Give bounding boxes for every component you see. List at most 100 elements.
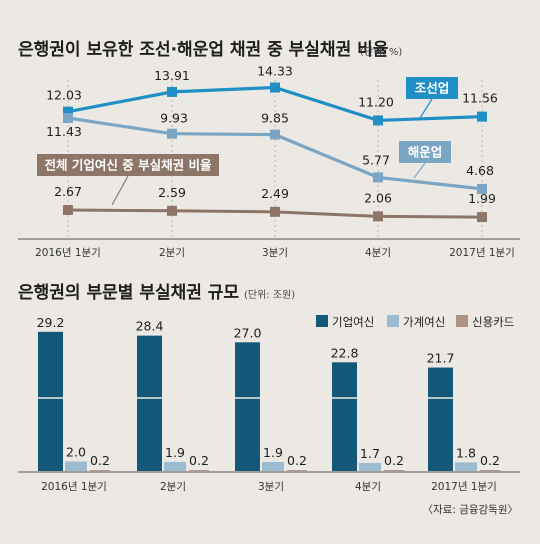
bar (455, 462, 477, 471)
data-point (270, 206, 280, 217)
data-label: 2.06 (364, 190, 392, 205)
data-point (167, 128, 177, 139)
bar (38, 331, 63, 471)
line-chart: 은행권이 보유한 조선·해운업 채권 중 부실채권 비율 (단위: %) 12.… (18, 40, 520, 259)
x-tick-label: 2분기 (159, 247, 185, 259)
bar-chart: 은행권의 부문별 부실채권 규모 (단위: 조원) 기업여신 가계여신 신용카드 2… (18, 283, 520, 493)
x-tick-label: 2분기 (160, 481, 186, 493)
bar-value-label: 29.2 (37, 315, 65, 330)
data-point (477, 212, 487, 223)
bar (65, 461, 87, 471)
series-name: 전체 기업여신 중 부실채권 비율 (45, 158, 212, 173)
legend-swatch (316, 315, 328, 327)
bar-value-label: 1.9 (263, 445, 283, 460)
data-point (477, 111, 487, 122)
data-label: 13.91 (154, 68, 190, 83)
line-chart-x-ticks: 2016년 1분기 2분기 3분기 4분기 2017년 1분기 (35, 247, 515, 259)
bar-group: 28.4 1.9 0.2 (136, 319, 209, 471)
series-name-badge (406, 77, 458, 99)
bar-value-label: 0.2 (287, 453, 307, 468)
x-tick-label: 4분기 (365, 247, 391, 259)
callout-leader (413, 162, 426, 179)
bar-value-label: 0.2 (90, 453, 110, 468)
bar (480, 470, 500, 471)
x-tick-label: 3분기 (262, 247, 288, 259)
legend-swatch (456, 315, 468, 327)
bar-group: 21.7 1.8 0.2 (427, 351, 500, 471)
data-label: 9.93 (160, 111, 188, 126)
data-point (63, 106, 73, 117)
bar-value-label: 1.7 (360, 446, 380, 461)
x-tick-label: 2017년 1분기 (431, 481, 497, 493)
data-label: 2.59 (158, 185, 186, 200)
bar (90, 470, 110, 471)
data-label: 4.68 (466, 163, 494, 178)
bar-value-label: 21.7 (427, 351, 455, 366)
data-point (373, 115, 383, 126)
bar (164, 461, 186, 471)
data-point (167, 86, 177, 97)
bar-group: 29.2 2.0 0.2 (37, 315, 110, 471)
bar-value-label: 27.0 (234, 325, 262, 340)
data-label: 11.20 (358, 94, 394, 109)
data-point (167, 205, 177, 216)
data-label: 1.99 (468, 191, 496, 206)
callout-leader (111, 175, 129, 206)
legend-label: 가계여신 (403, 315, 445, 329)
bar-chart-bars: 29.2 2.0 0.2 28.4 1.9 0.2 27.0 1.9 0.2 22.8 1.7 0.2… (37, 315, 500, 471)
data-label: 2.67 (54, 184, 82, 199)
series-name: 조선업 (415, 81, 450, 96)
bar-value-label: 0.2 (189, 453, 209, 468)
x-tick-label: 2016년 1분기 (41, 481, 107, 493)
bar (359, 462, 381, 471)
series-overall: 2.67 2.59 2.49 2.06 1.99 전체 기업여신 중 부실채권 비율 (37, 154, 496, 223)
bar-group: 22.8 1.7 0.2 (331, 345, 404, 471)
line-chart-title: 은행권이 보유한 조선·해운업 채권 중 부실채권 비율 (18, 40, 389, 60)
source-note: 〈자료: 금융감독원〉 (423, 504, 519, 516)
bar (137, 335, 162, 471)
data-point (270, 129, 280, 140)
bar-value-label: 22.8 (331, 345, 359, 360)
legend-label: 신용카드 (472, 315, 514, 329)
bar (428, 367, 453, 471)
bar (287, 470, 307, 471)
bar-chart-title: 은행권의 부문별 부실채권 규모 (18, 283, 239, 303)
bar-value-label: 0.2 (480, 453, 500, 468)
data-point (270, 82, 280, 93)
data-label: 11.43 (46, 124, 82, 139)
data-point (373, 172, 383, 183)
bar (332, 362, 357, 471)
bar-value-label: 0.2 (384, 453, 404, 468)
x-tick-label: 2016년 1분기 (35, 247, 101, 259)
bar (262, 461, 284, 471)
bar-value-label: 2.0 (66, 444, 86, 459)
data-point (63, 112, 73, 123)
bar-value-label: 1.8 (456, 445, 476, 460)
bar-chart-x-ticks: 2016년 1분기 2분기 3분기 4분기 2017년 1분기 (41, 481, 497, 493)
bar (189, 470, 209, 471)
data-label: 5.77 (362, 152, 390, 167)
data-label: 9.85 (261, 111, 289, 126)
callout-leader (419, 98, 433, 119)
series-shipbuilding: 12.03 13.91 14.33 11.20 11.56 조선업 (46, 64, 498, 126)
data-point (373, 211, 383, 222)
data-point (477, 183, 487, 194)
bar-value-label: 1.9 (165, 445, 185, 460)
bar-chart-legend: 기업여신 가계여신 신용카드 (316, 315, 514, 329)
line-chart-unit: (단위: %) (360, 45, 402, 58)
line-chart-series: 12.03 13.91 14.33 11.20 11.56 조선업 11.43 9.93 9.8… (37, 64, 498, 223)
data-label: 11.56 (462, 91, 498, 106)
series-name-badge (399, 141, 451, 163)
x-tick-label: 4분기 (355, 481, 381, 493)
legend-label: 기업여신 (332, 315, 374, 329)
bar-value-label: 28.4 (136, 319, 164, 334)
series-shipping: 11.43 9.93 9.85 5.77 4.68 해운업 (46, 111, 494, 194)
legend-item: 신용카드 (456, 315, 514, 329)
bar (235, 342, 260, 471)
series-name: 해운업 (408, 145, 443, 160)
bar (384, 470, 404, 471)
legend-item: 기업여신 (316, 315, 374, 329)
bar-chart-unit: (단위: 조원) (244, 288, 295, 301)
legend-swatch (387, 315, 399, 327)
